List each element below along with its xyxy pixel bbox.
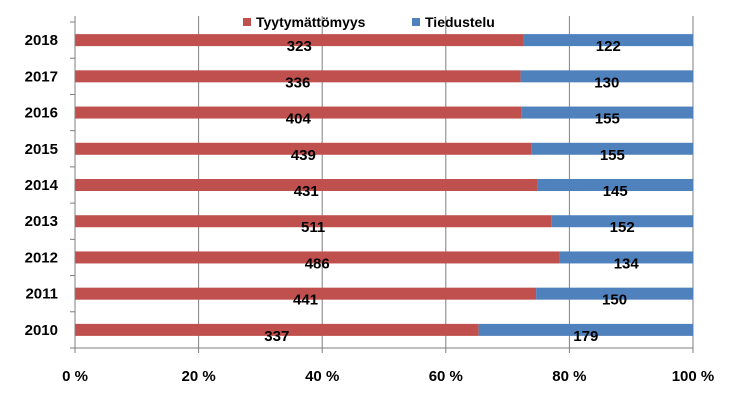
bars — [75, 34, 693, 336]
bar-segment — [521, 106, 693, 119]
bar-segment — [537, 179, 693, 191]
data-labels: 337 179 441 150 486 134 511 152 431 145 439 155 404 1… — [264, 38, 639, 345]
data-label: 145 — [603, 183, 628, 200]
bar-segment — [75, 70, 521, 83]
category-label: 2010 — [25, 322, 58, 339]
bar-segment — [75, 323, 479, 336]
bar-segment — [75, 142, 532, 155]
data-label: 179 — [573, 328, 598, 345]
data-label: 337 — [264, 328, 289, 345]
data-label: 155 — [595, 111, 620, 128]
category-label: 2017 — [25, 68, 58, 85]
category-label: 2013 — [25, 213, 58, 230]
x-tick-label: 0 % — [62, 368, 88, 385]
category-label: 2015 — [25, 141, 58, 158]
data-label: 441 — [293, 292, 318, 309]
category-label: 2012 — [25, 249, 58, 266]
data-label: 404 — [286, 111, 312, 128]
x-tick-label: 60 % — [429, 368, 463, 385]
data-label: 511 — [301, 219, 325, 236]
bar-segment — [536, 287, 693, 300]
bar-segment — [478, 323, 693, 336]
x-tick-label: 80 % — [552, 368, 586, 385]
bar-segment — [531, 142, 693, 155]
x-tick-label: 100 % — [672, 368, 715, 385]
data-label: 323 — [287, 38, 312, 55]
data-label: 130 — [594, 74, 619, 91]
data-label: 134 — [614, 255, 640, 272]
bar-segment — [75, 215, 552, 228]
category-label: 2011 — [25, 286, 58, 303]
bar-segment — [551, 215, 693, 228]
x-tick-label: 20 % — [181, 368, 215, 385]
bar-segment — [523, 34, 693, 47]
bar-segment — [75, 34, 524, 47]
category-label: 2016 — [25, 105, 58, 122]
data-label: 431 — [294, 183, 319, 200]
bar-segment — [75, 179, 538, 191]
legend-label: Tyytymättömyys — [256, 14, 366, 30]
bar-segment — [75, 251, 560, 264]
data-label: 336 — [285, 74, 310, 91]
category-label: 2018 — [25, 32, 58, 49]
legend: Tyytymättömyys Tiedustelu — [243, 14, 495, 30]
bar-segment — [75, 106, 522, 119]
bar-segment — [559, 251, 693, 264]
x-tick-label: 40 % — [305, 368, 339, 385]
axes: 0 % 20 % 40 % 60 % 80 % 100 % 2010 2011 2012 2013… — [25, 16, 715, 385]
data-label: 122 — [596, 38, 621, 55]
bar-segment — [520, 70, 693, 83]
legend-swatch — [243, 18, 251, 26]
data-label: 152 — [610, 219, 635, 236]
category-label: 2014 — [25, 177, 59, 194]
bar-segment — [75, 287, 537, 300]
legend-swatch — [412, 18, 420, 26]
data-label: 155 — [600, 147, 625, 164]
data-label: 486 — [305, 255, 330, 272]
legend-label: Tiedustelu — [425, 14, 495, 30]
data-label: 439 — [291, 147, 316, 164]
data-label: 150 — [602, 292, 627, 309]
